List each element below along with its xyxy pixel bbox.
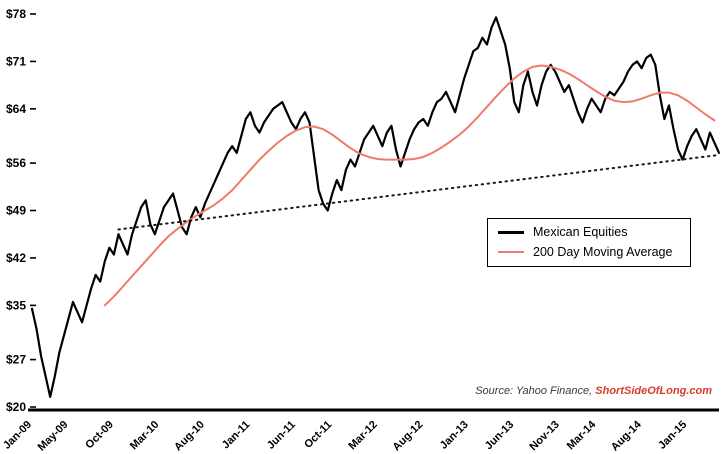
equities-line: [30, 16, 721, 398]
x-tick-label: Jan-13: [438, 419, 471, 452]
x-tick-label: May-09: [36, 419, 71, 454]
x-tick-label: Oct-09: [83, 419, 116, 452]
y-tick-label: $64: [6, 102, 26, 116]
x-tick-label: Aug-12: [391, 419, 426, 454]
x-tick-label: Jan-11: [220, 419, 253, 452]
equities-line-swatch: [498, 230, 524, 234]
legend-label-equities: Mexican Equities: [533, 225, 628, 239]
x-tick-label: Mar-10: [128, 419, 162, 453]
x-tick-label: Jan-15: [656, 419, 689, 452]
x-tick-label: Nov-13: [527, 419, 561, 453]
x-tick-label: Aug-10: [172, 419, 207, 454]
legend-item-equities: Mexican Equities: [498, 225, 680, 239]
y-tick-label: $49: [6, 204, 26, 218]
x-tick-label: Jun-13: [483, 419, 517, 453]
legend-label-moving-average: 200 Day Moving Average: [533, 245, 673, 259]
x-tick-label: Mar-14: [565, 418, 599, 452]
x-tick-label: Oct-11: [302, 419, 334, 451]
y-tick-label: $56: [6, 156, 26, 170]
x-tick-label: Aug-14: [609, 418, 644, 453]
moving-average-line-swatch: [498, 251, 524, 253]
source-brand: ShortSideOfLong.com: [595, 385, 712, 397]
y-tick-label: $78: [6, 7, 26, 21]
legend-item-moving-average: 200 Day Moving Average: [498, 245, 680, 259]
x-tick-label: Jun-11: [265, 419, 298, 452]
y-tick-label: $71: [6, 54, 26, 68]
moving-average-line: [103, 64, 716, 307]
trendline: [117, 153, 720, 231]
source-text: Source: Yahoo Finance,: [475, 385, 596, 397]
legend: Mexican Equities 200 Day Moving Average: [487, 218, 691, 267]
source-note: Source: Yahoo Finance, ShortSideOfLong.c…: [475, 385, 712, 397]
y-tick-label: $42: [6, 251, 26, 265]
x-tick-label: Jan-09: [1, 419, 34, 452]
y-tick-label: $20: [6, 400, 26, 414]
y-tick-label: $27: [6, 353, 26, 367]
x-tick-label: Mar-12: [346, 419, 380, 453]
y-tick-label: $35: [6, 298, 26, 312]
